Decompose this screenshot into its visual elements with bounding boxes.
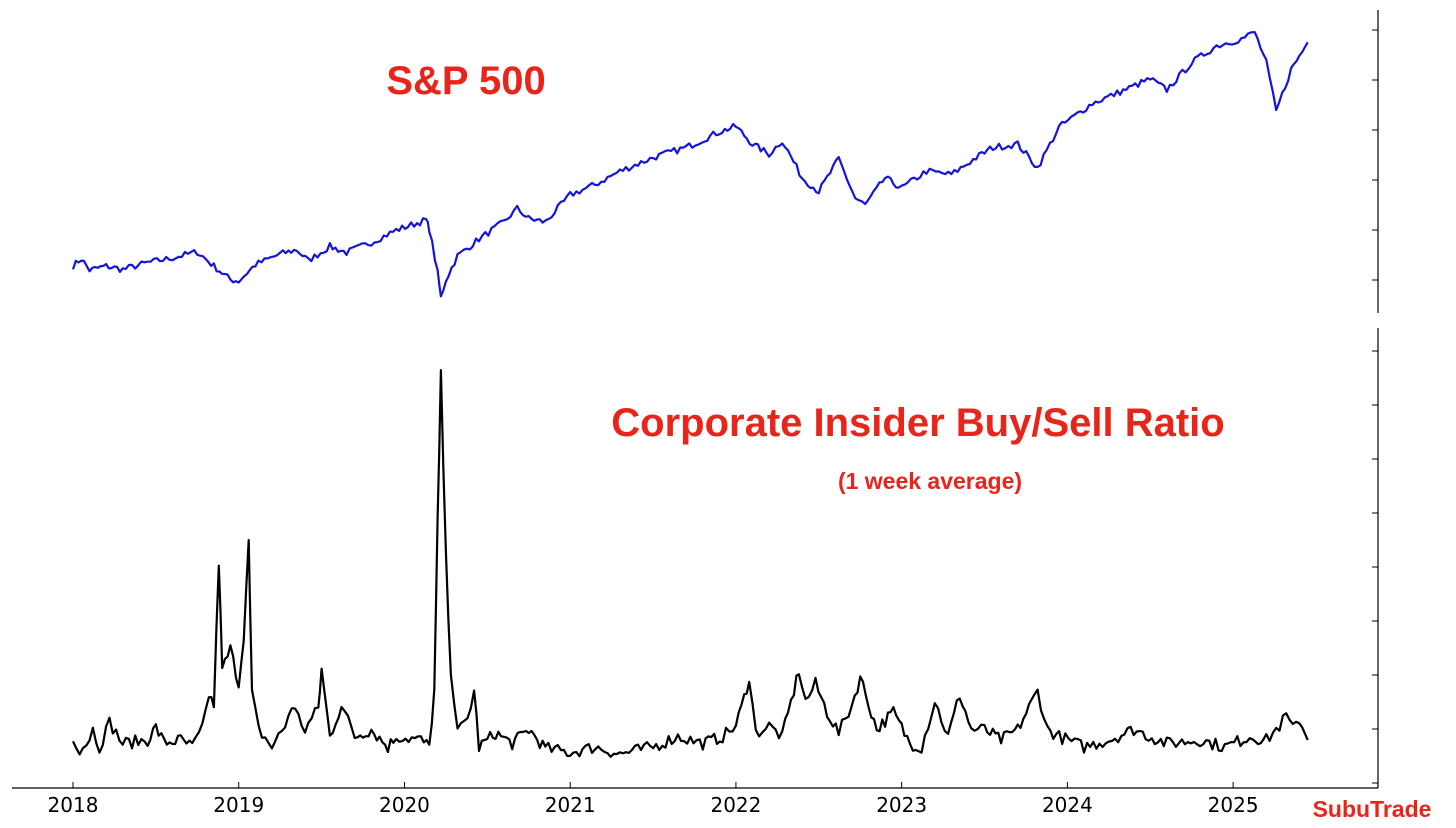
x-tick-label: 2025 bbox=[1208, 793, 1259, 817]
insider-ratio-subtitle: (1 week average) bbox=[838, 468, 1022, 494]
bottom-right-axis-ticks bbox=[1372, 350, 1378, 784]
x-tick-label: 2020 bbox=[379, 793, 430, 817]
x-tick-label: 2018 bbox=[48, 793, 99, 817]
x-axis-ticks: 2018 2019 2020 2021 2022 2023 2024 2025 bbox=[48, 782, 1259, 817]
x-tick-label: 2023 bbox=[876, 793, 927, 817]
x-tick-label: 2019 bbox=[213, 793, 264, 817]
x-tick-label: 2022 bbox=[710, 793, 761, 817]
sp500-title: S&P 500 bbox=[386, 59, 545, 103]
insider-ratio-series-line bbox=[72, 369, 1309, 758]
sp500-panel: S&P 500 bbox=[71, 10, 1379, 313]
x-tick-label: 2024 bbox=[1042, 793, 1093, 817]
watermark-label: SubuTrade bbox=[1313, 796, 1432, 822]
x-tick-label: 2021 bbox=[545, 793, 596, 817]
insider-ratio-panel: 2018 2019 2020 2021 2022 2023 2024 2025 Corpora… bbox=[12, 328, 1379, 817]
sp500-series-line bbox=[71, 31, 1309, 298]
insider-ratio-title: Corporate Insider Buy/Sell Ratio bbox=[611, 401, 1224, 445]
top-right-axis-ticks bbox=[1372, 29, 1378, 281]
